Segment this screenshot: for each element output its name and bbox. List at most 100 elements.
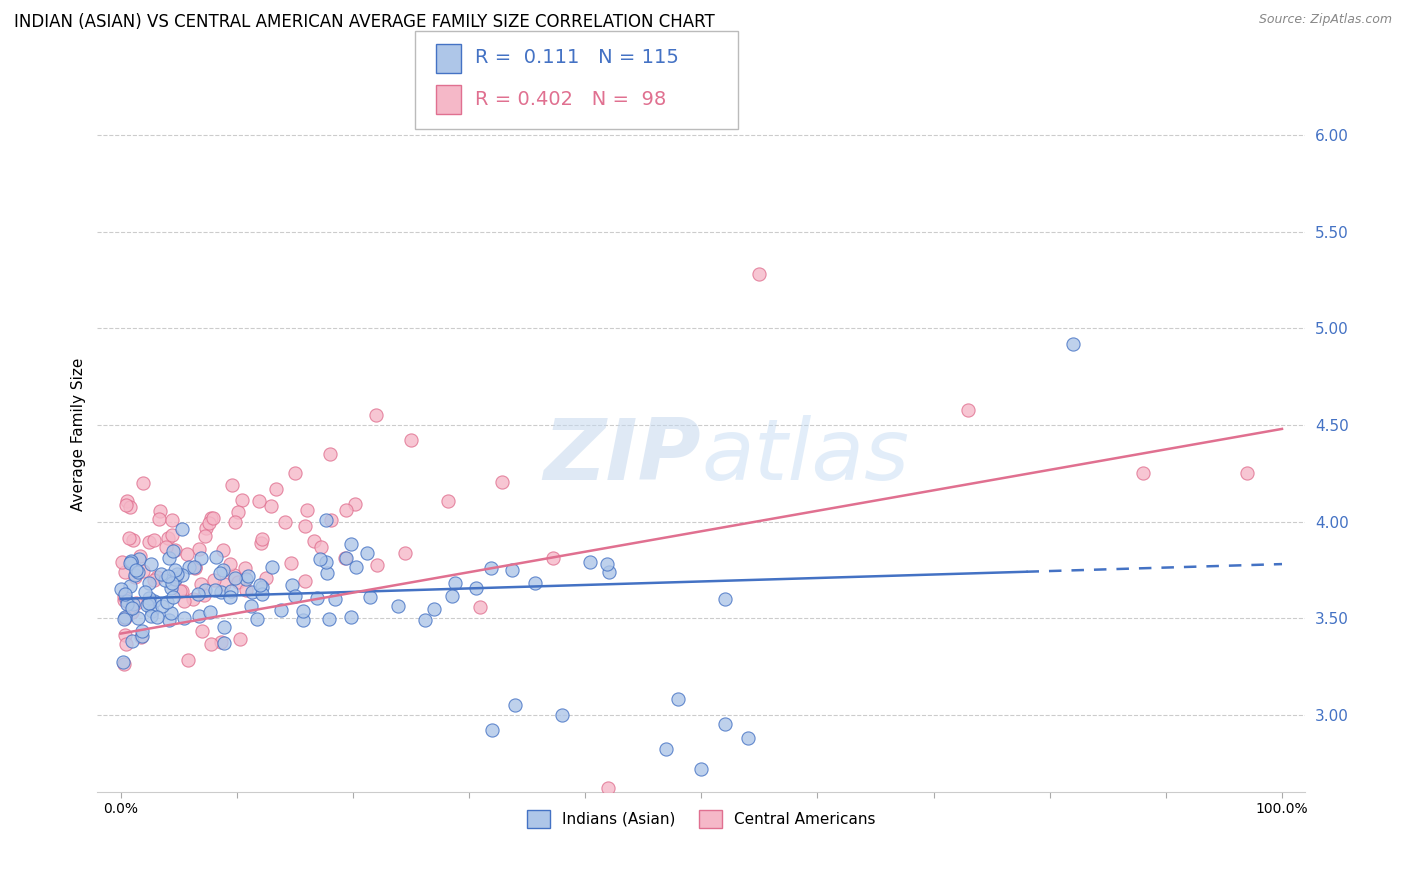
Point — [128, 552, 150, 566]
Point — [291, 613, 314, 627]
Point — [131, 629, 153, 643]
Point — [315, 566, 337, 581]
Point — [160, 606, 183, 620]
Point — [172, 567, 194, 582]
Point — [124, 570, 146, 584]
Point — [436, 494, 458, 508]
Point — [112, 589, 135, 603]
Point — [444, 576, 467, 591]
Point — [165, 543, 187, 558]
Point — [413, 613, 436, 627]
Point — [280, 557, 302, 571]
Point — [127, 566, 149, 580]
Point — [339, 537, 361, 551]
Point — [541, 551, 564, 566]
Point — [112, 657, 135, 672]
Point — [162, 543, 184, 558]
Y-axis label: Average Family Size: Average Family Size — [72, 358, 86, 511]
Point — [713, 591, 735, 606]
Point — [748, 268, 770, 282]
Point — [193, 588, 215, 602]
Point — [194, 582, 217, 597]
Point — [149, 567, 172, 582]
Point — [441, 590, 464, 604]
Point — [231, 493, 253, 508]
Point — [212, 543, 235, 558]
Point — [194, 529, 217, 543]
Point — [111, 555, 134, 569]
Point — [264, 483, 287, 497]
Point — [596, 557, 619, 571]
Point — [120, 554, 142, 568]
Point — [250, 532, 273, 546]
Point — [305, 591, 328, 605]
Point — [250, 587, 273, 601]
Point — [501, 563, 523, 577]
Point — [235, 572, 257, 586]
Point — [479, 561, 502, 575]
Point — [246, 612, 269, 626]
Point — [394, 546, 416, 560]
Point — [197, 516, 219, 530]
Point — [157, 614, 180, 628]
Point — [957, 402, 980, 417]
Point — [226, 505, 249, 519]
Point — [153, 574, 176, 588]
Point — [146, 570, 169, 584]
Text: Source: ZipAtlas.com: Source: ZipAtlas.com — [1258, 13, 1392, 27]
Point — [170, 522, 193, 536]
Point — [166, 566, 188, 581]
Point — [505, 698, 527, 712]
Point — [124, 568, 146, 582]
Point — [190, 577, 212, 591]
Point — [224, 571, 246, 585]
Point — [112, 593, 135, 607]
Point — [219, 558, 242, 572]
Point — [250, 580, 273, 594]
Point — [318, 447, 340, 461]
Point — [470, 599, 492, 614]
Point — [121, 600, 143, 615]
Point — [114, 611, 136, 625]
Text: atlas: atlas — [702, 415, 910, 498]
Point — [121, 634, 143, 648]
Point — [134, 585, 156, 599]
Point — [184, 560, 207, 574]
Point — [129, 549, 152, 563]
Point — [218, 590, 240, 604]
Point — [190, 550, 212, 565]
Point — [141, 557, 163, 571]
Point — [302, 533, 325, 548]
Point — [214, 576, 236, 591]
Point — [280, 578, 302, 592]
Point — [598, 781, 620, 796]
Point — [127, 611, 149, 625]
Point — [183, 592, 205, 607]
Point — [315, 513, 337, 527]
Point — [242, 584, 264, 599]
Point — [165, 573, 187, 587]
Point — [179, 559, 201, 574]
Text: ZIP: ZIP — [544, 415, 702, 498]
Point — [160, 513, 183, 527]
Point — [200, 637, 222, 651]
Point — [150, 599, 173, 614]
Point — [131, 564, 153, 578]
Point — [155, 595, 177, 609]
Point — [209, 634, 232, 648]
Point — [120, 500, 142, 514]
Point — [120, 555, 142, 569]
Point — [318, 612, 340, 626]
Point — [195, 521, 218, 535]
Point — [112, 612, 135, 626]
Point — [524, 575, 547, 590]
Point — [187, 586, 209, 600]
Point — [120, 600, 142, 615]
Point — [598, 565, 620, 579]
Point — [157, 551, 180, 566]
Point — [294, 574, 316, 588]
Point — [399, 434, 422, 448]
Point — [294, 519, 316, 533]
Point — [169, 584, 191, 599]
Point — [464, 582, 486, 596]
